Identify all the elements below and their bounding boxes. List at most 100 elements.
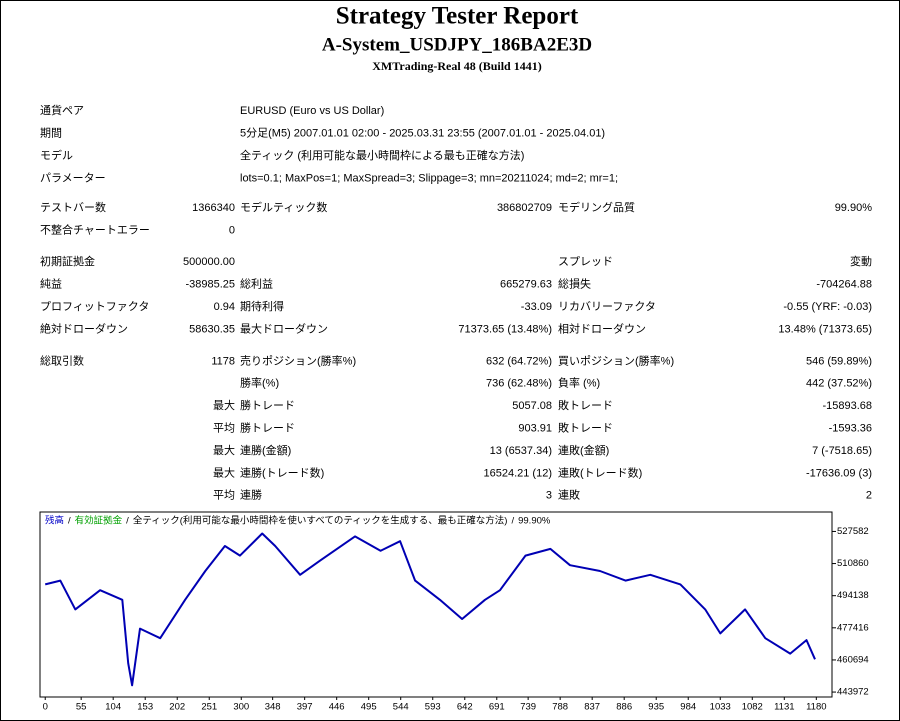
y-tick-label: 527582 xyxy=(837,526,869,537)
stat-label: プロフィットファクタ xyxy=(40,300,149,313)
legend-separator: / xyxy=(126,516,129,527)
report-subtitle: A-System_USDJPY_186BA2E3D xyxy=(322,34,592,55)
stat-value2: -33.09 xyxy=(521,301,552,313)
stat-value3: -0.55 (YRF: -0.03) xyxy=(783,301,872,313)
stat-value: 1178 xyxy=(211,355,235,367)
stat-value: 0.94 xyxy=(214,301,235,313)
x-tick-label: 251 xyxy=(201,702,217,713)
stat-value: 1366340 xyxy=(192,202,235,214)
stat-value2: 71373.65 (13.48%) xyxy=(458,323,552,335)
stat-label: テストバー数 xyxy=(40,201,106,214)
stat-value3: 546 (59.89%) xyxy=(806,355,872,367)
stat-label3: スプレッド xyxy=(558,255,613,268)
stat-label: 絶対ドローダウン xyxy=(40,321,128,335)
stat-label3: 連敗(トレード数) xyxy=(558,465,642,479)
stat-label3: モデリング品質 xyxy=(558,200,635,214)
stat-value: 500000.00 xyxy=(183,256,235,268)
server-name: XMTrading-Real 48 (Build 1441) xyxy=(372,59,541,73)
x-tick-label: 495 xyxy=(361,702,377,713)
stat-label3: 連敗(金額) xyxy=(558,443,609,457)
stat-value: 最大 xyxy=(213,398,235,412)
info-label: パラメーター xyxy=(40,172,106,185)
x-tick-label: 300 xyxy=(233,702,249,713)
stat-value: 最大 xyxy=(213,443,235,457)
stat-value3: -15893.68 xyxy=(822,400,872,412)
y-tick-label: 494138 xyxy=(837,590,869,601)
x-tick-label: 0 xyxy=(43,702,48,713)
legend-separator: / xyxy=(511,516,514,527)
x-tick-label: 1180 xyxy=(806,702,826,713)
info-value: 全ティック (利用可能な最小時間枠による最も正確な方法) xyxy=(240,148,524,162)
stat-value2: 3 xyxy=(546,490,552,502)
x-tick-label: 935 xyxy=(648,702,664,713)
chart-frame xyxy=(39,511,833,698)
stat-label2: 連勝 xyxy=(240,488,262,502)
x-tick-label: 788 xyxy=(552,702,568,713)
stat-value2: 16524.21 (12) xyxy=(484,467,553,479)
info-value: lots=0.1; MaxPos=1; MaxSpread=3; Slippag… xyxy=(240,173,618,185)
legend-item: 残高 xyxy=(45,515,64,527)
stat-label3: 総損失 xyxy=(558,277,591,291)
stat-value: 58630.35 xyxy=(189,323,235,335)
stat-value3: -1593.36 xyxy=(829,423,872,435)
stat-value3: 2 xyxy=(866,490,872,502)
stat-value3: -17636.09 (3) xyxy=(806,467,872,479)
x-tick-label: 691 xyxy=(489,702,505,713)
stat-value: 平均 xyxy=(213,422,235,435)
x-tick-label: 886 xyxy=(616,702,632,713)
stat-value2: 903.91 xyxy=(518,423,552,435)
stat-label3: リカバリーファクタ xyxy=(558,300,656,313)
stat-value2: 632 (64.72%) xyxy=(486,355,552,367)
x-tick-label: 104 xyxy=(105,702,121,713)
x-tick-label: 837 xyxy=(584,702,600,713)
stat-label3: 敗トレード xyxy=(558,398,613,412)
info-value: EURUSD (Euro vs US Dollar) xyxy=(240,105,384,117)
balance-line xyxy=(44,532,816,687)
stat-label3: 負率 (%) xyxy=(558,376,600,390)
info-label: モデル xyxy=(40,148,73,162)
stat-label2: 総利益 xyxy=(240,277,273,291)
x-tick-label: 544 xyxy=(393,702,409,713)
stat-label: 純益 xyxy=(40,277,62,291)
info-label: 通貨ペア xyxy=(40,103,84,117)
stat-value2: 5057.08 xyxy=(512,400,552,412)
stat-label2: 売りポジション(勝率%) xyxy=(240,353,356,367)
legend-item: 99.90% xyxy=(518,516,551,527)
stat-value: 最大 xyxy=(213,465,235,479)
info-value: 5分足(M5) 2007.01.01 02:00 - 2025.03.31 23… xyxy=(240,127,605,140)
stat-label2: モデルティック数 xyxy=(240,200,327,214)
report-title: Strategy Tester Report xyxy=(336,3,579,30)
stat-value2: 665279.63 xyxy=(500,279,552,291)
x-tick-label: 446 xyxy=(329,702,345,713)
stat-label3: 敗トレード xyxy=(558,421,613,435)
stat-value2: 386802709 xyxy=(497,202,552,214)
stat-value3: 13.48% (71373.65) xyxy=(778,323,872,335)
stat-label: 初期証拠金 xyxy=(40,254,95,268)
stat-value3: -704264.88 xyxy=(816,279,872,291)
stat-label: 総取引数 xyxy=(40,353,84,367)
stat-label3: 相対ドローダウン xyxy=(558,321,646,335)
stat-value2: 736 (62.48%) xyxy=(486,378,552,390)
info-label: 期間 xyxy=(40,127,62,140)
x-tick-label: 1033 xyxy=(710,702,731,713)
stat-value3: 変動 xyxy=(850,254,872,268)
stat-label2: 連勝(トレード数) xyxy=(240,465,324,479)
x-tick-label: 348 xyxy=(265,702,281,713)
stat-value3: 7 (-7518.65) xyxy=(812,445,872,457)
stat-label2: 最大ドローダウン xyxy=(240,321,328,335)
x-tick-label: 397 xyxy=(297,702,313,713)
stat-value3: 442 (37.52%) xyxy=(806,378,872,390)
x-tick-label: 55 xyxy=(76,702,87,713)
legend-item: 有効証拠金 xyxy=(75,515,123,527)
stat-label3: 連敗 xyxy=(558,488,580,502)
legend-item: 全ティック(利用可能な最小時間枠を使いすべてのティックを生成する、最も正確な方法… xyxy=(133,515,508,527)
stat-value3: 99.90% xyxy=(835,202,873,214)
y-tick-label: 510860 xyxy=(837,558,869,569)
stat-value: 平均 xyxy=(213,489,235,502)
x-tick-label: 984 xyxy=(680,702,696,713)
x-tick-label: 153 xyxy=(137,702,153,713)
stat-label2: 期待利得 xyxy=(240,299,284,313)
stat-label: 不整合チャートエラー xyxy=(40,222,150,236)
stat-value2: 13 (6537.34) xyxy=(490,445,552,457)
x-tick-label: 593 xyxy=(425,702,441,713)
